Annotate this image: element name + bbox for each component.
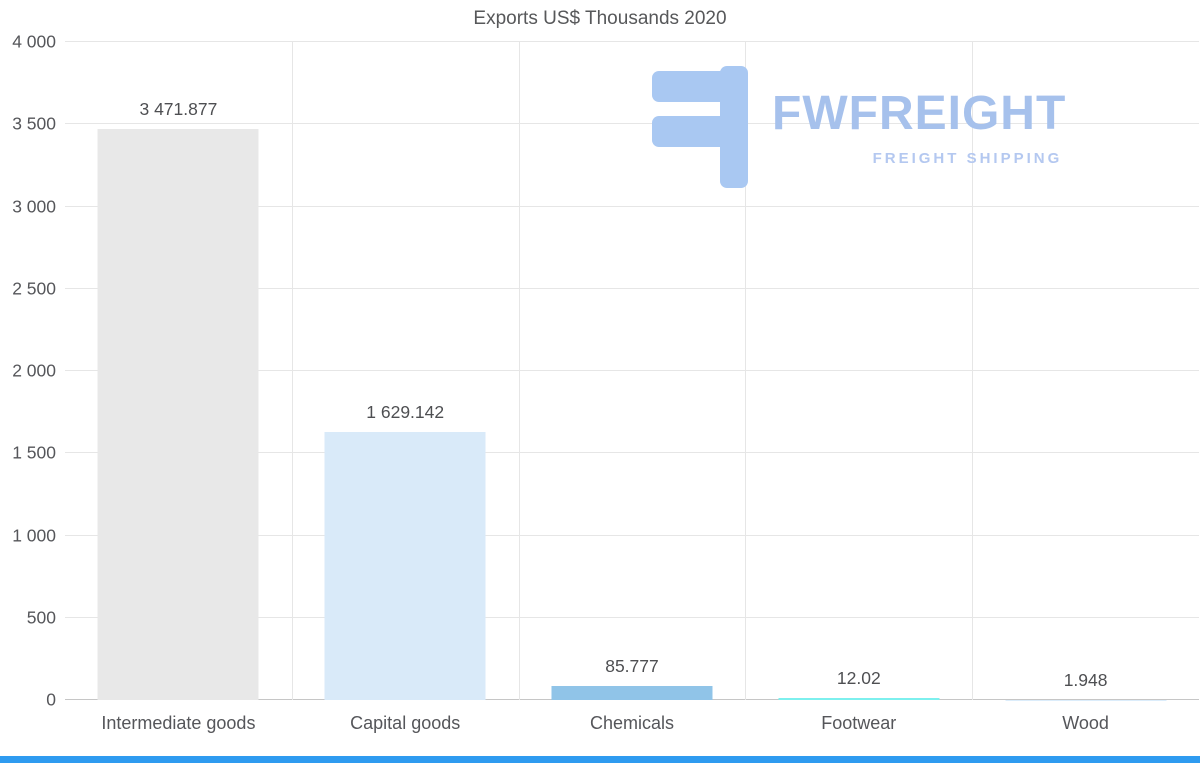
v-gridline <box>291 42 293 700</box>
h-gridline <box>65 616 1199 618</box>
x-category-label-intermediate-goods: Intermediate goods <box>101 713 256 733</box>
h-gridline <box>65 287 1199 289</box>
footer-accent-bar <box>0 756 1200 763</box>
x-category-label-wood: Wood <box>1062 713 1109 733</box>
x-category-label-chemicals: Chemicals <box>589 713 674 733</box>
bar-intermediate-goods[interactable] <box>97 128 259 700</box>
v-gridline <box>518 42 520 700</box>
bar-slot-intermediate-goods: 3 471.877 <box>65 42 292 700</box>
h-gridline <box>65 123 1199 125</box>
y-tick-label: 1 500 <box>12 442 56 463</box>
h-gridline <box>65 205 1199 207</box>
value-label-footwear: 12.02 <box>836 668 881 689</box>
value-label-chemicals: 85.777 <box>605 655 659 676</box>
y-tick-label: 3 500 <box>12 113 56 134</box>
chart-title: Exports US$ Thousands 2020 <box>473 8 727 29</box>
y-tick-label: 2 000 <box>12 360 56 381</box>
value-label-capital-goods: 1 629.142 <box>366 402 445 423</box>
x-axis: Intermediate goods Capital goods Chemicals… <box>65 700 1199 746</box>
v-gridline <box>745 42 747 700</box>
y-tick-label: 3 000 <box>12 196 56 216</box>
h-gridline <box>65 370 1199 371</box>
y-tick-label: 0 <box>46 689 56 710</box>
v-gridline <box>972 42 974 700</box>
plot-area: 3 471.877 1 629.142 85.777 12.02 1.948 <box>65 41 1199 700</box>
y-tick-label: 1 000 <box>12 525 56 545</box>
bar-capital-goods[interactable] <box>324 432 486 700</box>
y-tick-label: 4 000 <box>12 31 56 52</box>
value-label-intermediate-goods: 3 471.877 <box>139 98 218 119</box>
bar-slot-chemicals: 85.777 <box>519 42 746 700</box>
h-gridline <box>65 534 1199 536</box>
y-axis: 0 500 1 000 1 500 2 000 2 500 3 000 3 500 4 000 <box>0 32 56 710</box>
y-tick-label: 2 500 <box>12 278 56 299</box>
bar-slot-wood: 1.948 <box>972 42 1199 700</box>
h-gridline <box>65 452 1199 454</box>
bar-slot-footwear: 12.02 <box>745 42 972 700</box>
bar-slot-capital-goods: 1 629.142 <box>292 42 519 700</box>
x-category-label-capital-goods: Capital goods <box>350 713 461 733</box>
h-gridline <box>65 41 1199 42</box>
bar-chemicals[interactable] <box>551 685 713 700</box>
bar-footwear[interactable] <box>778 698 940 700</box>
x-category-label-footwear: Footwear <box>821 713 897 733</box>
y-tick-label: 500 <box>26 607 56 628</box>
value-label-wood: 1.948 <box>1063 669 1108 690</box>
